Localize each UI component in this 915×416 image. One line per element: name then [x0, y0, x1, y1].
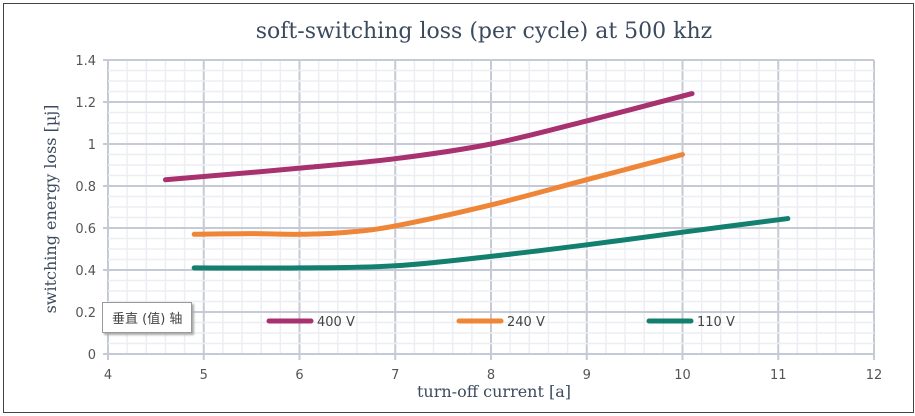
line-chart: 4 5 6 7 8 9 10 11 12 0 0.2 0.4 0.6 0.8 1 1.2 1.4 400 V 24… — [41, 19, 883, 401]
x-tick-label: 10 — [674, 368, 691, 383]
legend-label: 400 V — [317, 315, 355, 330]
x-tick-label: 7 — [391, 368, 399, 383]
y-axis-label: switching energy loss [µj] — [41, 105, 60, 314]
x-tick-label: 5 — [200, 368, 208, 383]
y-tick-label: 0 — [88, 348, 96, 363]
x-axis-label: turn-off current [a] — [417, 382, 571, 401]
y-tick-label: 1.4 — [75, 54, 96, 69]
x-tick-label: 4 — [104, 368, 112, 383]
x-tick-label: 6 — [295, 368, 303, 383]
axis-tooltip: 垂直 (值) 轴 — [102, 302, 193, 333]
y-tick-label: 0.2 — [75, 306, 96, 321]
y-tick-label: 0.6 — [75, 222, 96, 237]
series-line-400v — [162, 91, 695, 183]
y-tick-label: 0.4 — [75, 264, 96, 279]
series-line-110v — [191, 216, 791, 271]
legend-label: 240 V — [507, 315, 545, 330]
y-tick-label: 1 — [88, 138, 96, 153]
series-line-240v — [191, 152, 685, 237]
legend-label: 110 V — [697, 315, 735, 330]
x-tick-label: 8 — [487, 368, 495, 383]
y-tick-label: 0.8 — [75, 180, 96, 195]
x-tick-label: 11 — [770, 368, 787, 383]
chart-title: soft-switching loss (per cycle) at 500 k… — [256, 19, 713, 44]
y-tick-label: 1.2 — [75, 96, 96, 111]
chart-frame: 4 5 6 7 8 9 10 11 12 0 0.2 0.4 0.6 0.8 1 1.2 1.4 400 V 24… — [3, 3, 914, 413]
x-tick-label: 12 — [866, 368, 883, 383]
x-tick-label: 9 — [583, 368, 591, 383]
